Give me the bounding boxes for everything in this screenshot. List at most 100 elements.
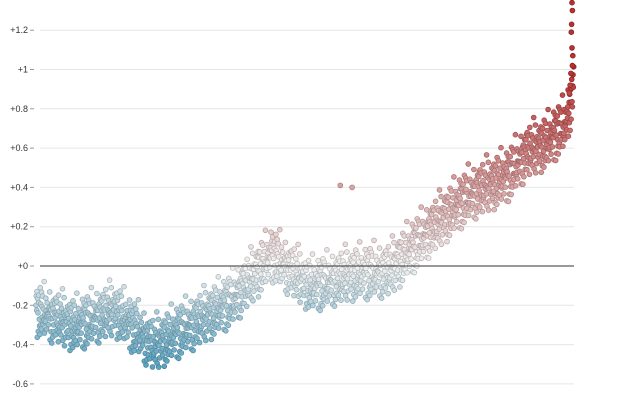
data-point (364, 271, 371, 278)
data-point (399, 277, 406, 284)
data-point (178, 350, 185, 356)
data-point (418, 255, 425, 262)
data-point (135, 296, 142, 303)
data-point (391, 287, 398, 294)
data-point (305, 304, 312, 310)
data-point (337, 182, 344, 189)
data-point (134, 323, 141, 330)
data-point (248, 244, 254, 250)
data-point (155, 364, 162, 370)
data-point (465, 161, 472, 167)
data-point (143, 362, 149, 368)
data-point (569, 98, 575, 105)
data-point (526, 124, 533, 131)
data-point (458, 225, 465, 232)
data-point (52, 331, 59, 338)
data-point (264, 259, 271, 266)
data-point (215, 325, 222, 331)
data-point (118, 307, 125, 314)
data-point (237, 315, 244, 321)
data-point (493, 201, 500, 208)
data-point (289, 252, 296, 259)
data-point (131, 301, 138, 307)
data-point (137, 314, 143, 321)
data-point (512, 131, 519, 138)
data-point (371, 289, 378, 295)
data-point (164, 358, 170, 364)
data-point (315, 276, 322, 283)
data-point (349, 298, 356, 304)
data-point (532, 170, 539, 176)
data-point (520, 181, 526, 188)
data-point (258, 286, 264, 293)
data-point (569, 0, 575, 6)
data-point (555, 151, 562, 157)
data-point (58, 332, 64, 338)
data-point (48, 340, 55, 346)
data-point (291, 292, 297, 299)
data-point (209, 292, 216, 299)
data-point (507, 153, 514, 160)
data-point (122, 301, 129, 308)
data-point (554, 113, 561, 119)
data-point (362, 246, 369, 253)
data-point (436, 187, 443, 193)
data-point (37, 284, 44, 291)
data-point (61, 294, 67, 301)
data-point (219, 313, 226, 319)
data-point (38, 326, 44, 332)
data-point (439, 232, 446, 238)
data-point (356, 239, 363, 245)
data-point (358, 254, 365, 261)
data-point (159, 352, 166, 358)
data-point (84, 340, 90, 347)
data-point (171, 347, 177, 353)
data-point (461, 219, 467, 226)
data-point (249, 250, 256, 257)
data-point (55, 338, 62, 345)
data-point (357, 290, 363, 297)
data-point (376, 245, 383, 251)
data-point (293, 286, 300, 293)
data-point (102, 333, 109, 340)
data-point (208, 336, 215, 343)
data-point (168, 301, 175, 307)
data-point (201, 282, 207, 289)
data-point (489, 195, 496, 202)
data-point (545, 157, 552, 164)
data-point (108, 332, 115, 339)
data-point (121, 283, 127, 290)
data-point (133, 306, 139, 312)
data-point (398, 239, 405, 246)
y-tick-label: +1.2 (10, 25, 28, 35)
data-point (168, 352, 175, 359)
data-point (568, 70, 574, 77)
data-point (150, 317, 156, 324)
data-point (303, 281, 310, 288)
data-point (338, 250, 345, 257)
data-point (81, 345, 88, 352)
data-point (312, 297, 319, 304)
data-point (560, 143, 566, 150)
data-point (74, 341, 80, 348)
data-point (278, 244, 285, 250)
data-point (463, 186, 469, 193)
data-point (88, 284, 95, 291)
data-point (451, 174, 457, 180)
data-point (118, 293, 125, 300)
data-point (446, 232, 453, 239)
data-point (460, 181, 466, 188)
data-point (413, 225, 419, 231)
y-tick-label: -0.4 (12, 340, 28, 350)
data-point (545, 106, 551, 113)
data-point (379, 288, 386, 295)
data-point (485, 207, 492, 213)
data-point (276, 226, 283, 233)
data-point (58, 305, 65, 312)
y-tick-label: +0.2 (10, 222, 28, 232)
data-point (187, 332, 193, 339)
data-point (548, 151, 554, 157)
data-point (566, 90, 573, 96)
data-point (389, 272, 395, 279)
